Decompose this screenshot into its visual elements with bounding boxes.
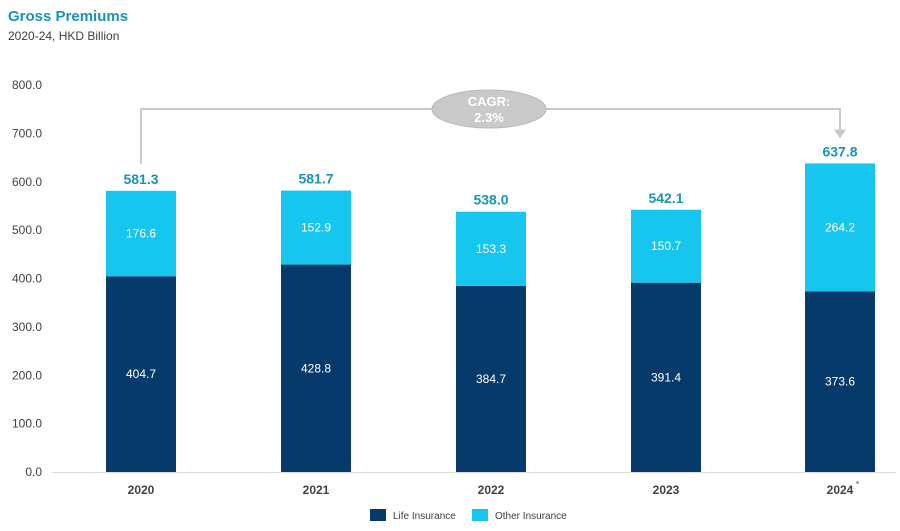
cagr-bubble bbox=[431, 89, 547, 129]
total-value-label: 581.3 bbox=[123, 171, 158, 187]
segment-value-label: 384.7 bbox=[476, 372, 506, 386]
y-tick-label: 600.0 bbox=[12, 175, 42, 189]
bar-segment-other bbox=[456, 211, 526, 286]
bar-segment-life bbox=[805, 291, 875, 472]
y-tick-label: 400.0 bbox=[12, 272, 42, 286]
chart-title: Gross Premiums bbox=[8, 8, 129, 25]
segment-value-label: 264.2 bbox=[825, 220, 855, 234]
segment-value-label: 391.4 bbox=[651, 370, 681, 384]
bar-segment-life bbox=[631, 282, 701, 472]
x-tick-label: 2020 bbox=[128, 483, 155, 497]
x-tick-label: 2023 bbox=[653, 483, 680, 497]
bar-segment-other bbox=[106, 190, 176, 277]
total-value-label: 542.1 bbox=[648, 190, 683, 206]
segment-value-label: 152.9 bbox=[301, 221, 331, 235]
bar-segment-other bbox=[631, 209, 701, 283]
bar-segment-life bbox=[456, 285, 526, 472]
segment-value-label: 176.6 bbox=[126, 227, 156, 241]
bar-segment-life bbox=[281, 264, 351, 472]
cagr-value: 2.3% bbox=[474, 110, 504, 125]
cagr-label: CAGR: bbox=[468, 94, 511, 109]
x-tick-label: 2022 bbox=[478, 483, 505, 497]
chart-subtitle: 2020-24, HKD Billion bbox=[8, 29, 120, 43]
legend-label: Other Insurance bbox=[495, 511, 567, 522]
legend-swatch bbox=[472, 509, 488, 521]
y-tick-label: 100.0 bbox=[12, 417, 42, 431]
segment-value-label: 373.6 bbox=[825, 375, 855, 389]
total-value-label: 538.0 bbox=[473, 192, 508, 208]
y-tick-label: 800.0 bbox=[12, 78, 42, 92]
x-tick-label: 2024 bbox=[827, 483, 854, 497]
bar-segment-life bbox=[106, 276, 176, 472]
y-tick-label: 200.0 bbox=[12, 368, 42, 382]
legend-swatch bbox=[370, 509, 386, 521]
x-tick-label: 2021 bbox=[303, 483, 330, 497]
total-value-label: 637.8 bbox=[822, 143, 857, 159]
legend-label: Life Insurance bbox=[393, 511, 456, 522]
y-tick-label: 500.0 bbox=[12, 223, 42, 237]
y-tick-label: 0.0 bbox=[25, 465, 42, 479]
segment-value-label: 404.7 bbox=[126, 367, 156, 381]
y-tick-label: 700.0 bbox=[12, 126, 42, 140]
y-tick-label: 300.0 bbox=[12, 320, 42, 334]
bar-segment-other bbox=[281, 190, 351, 265]
segment-value-label: 428.8 bbox=[301, 361, 331, 375]
total-value-label: 581.7 bbox=[298, 171, 333, 187]
segment-value-label: 153.3 bbox=[476, 242, 506, 256]
bar-segment-other bbox=[805, 163, 875, 292]
segment-value-label: 150.7 bbox=[651, 239, 681, 253]
cagr-arrow-head bbox=[834, 129, 846, 139]
x-tick-note: * bbox=[856, 480, 859, 489]
